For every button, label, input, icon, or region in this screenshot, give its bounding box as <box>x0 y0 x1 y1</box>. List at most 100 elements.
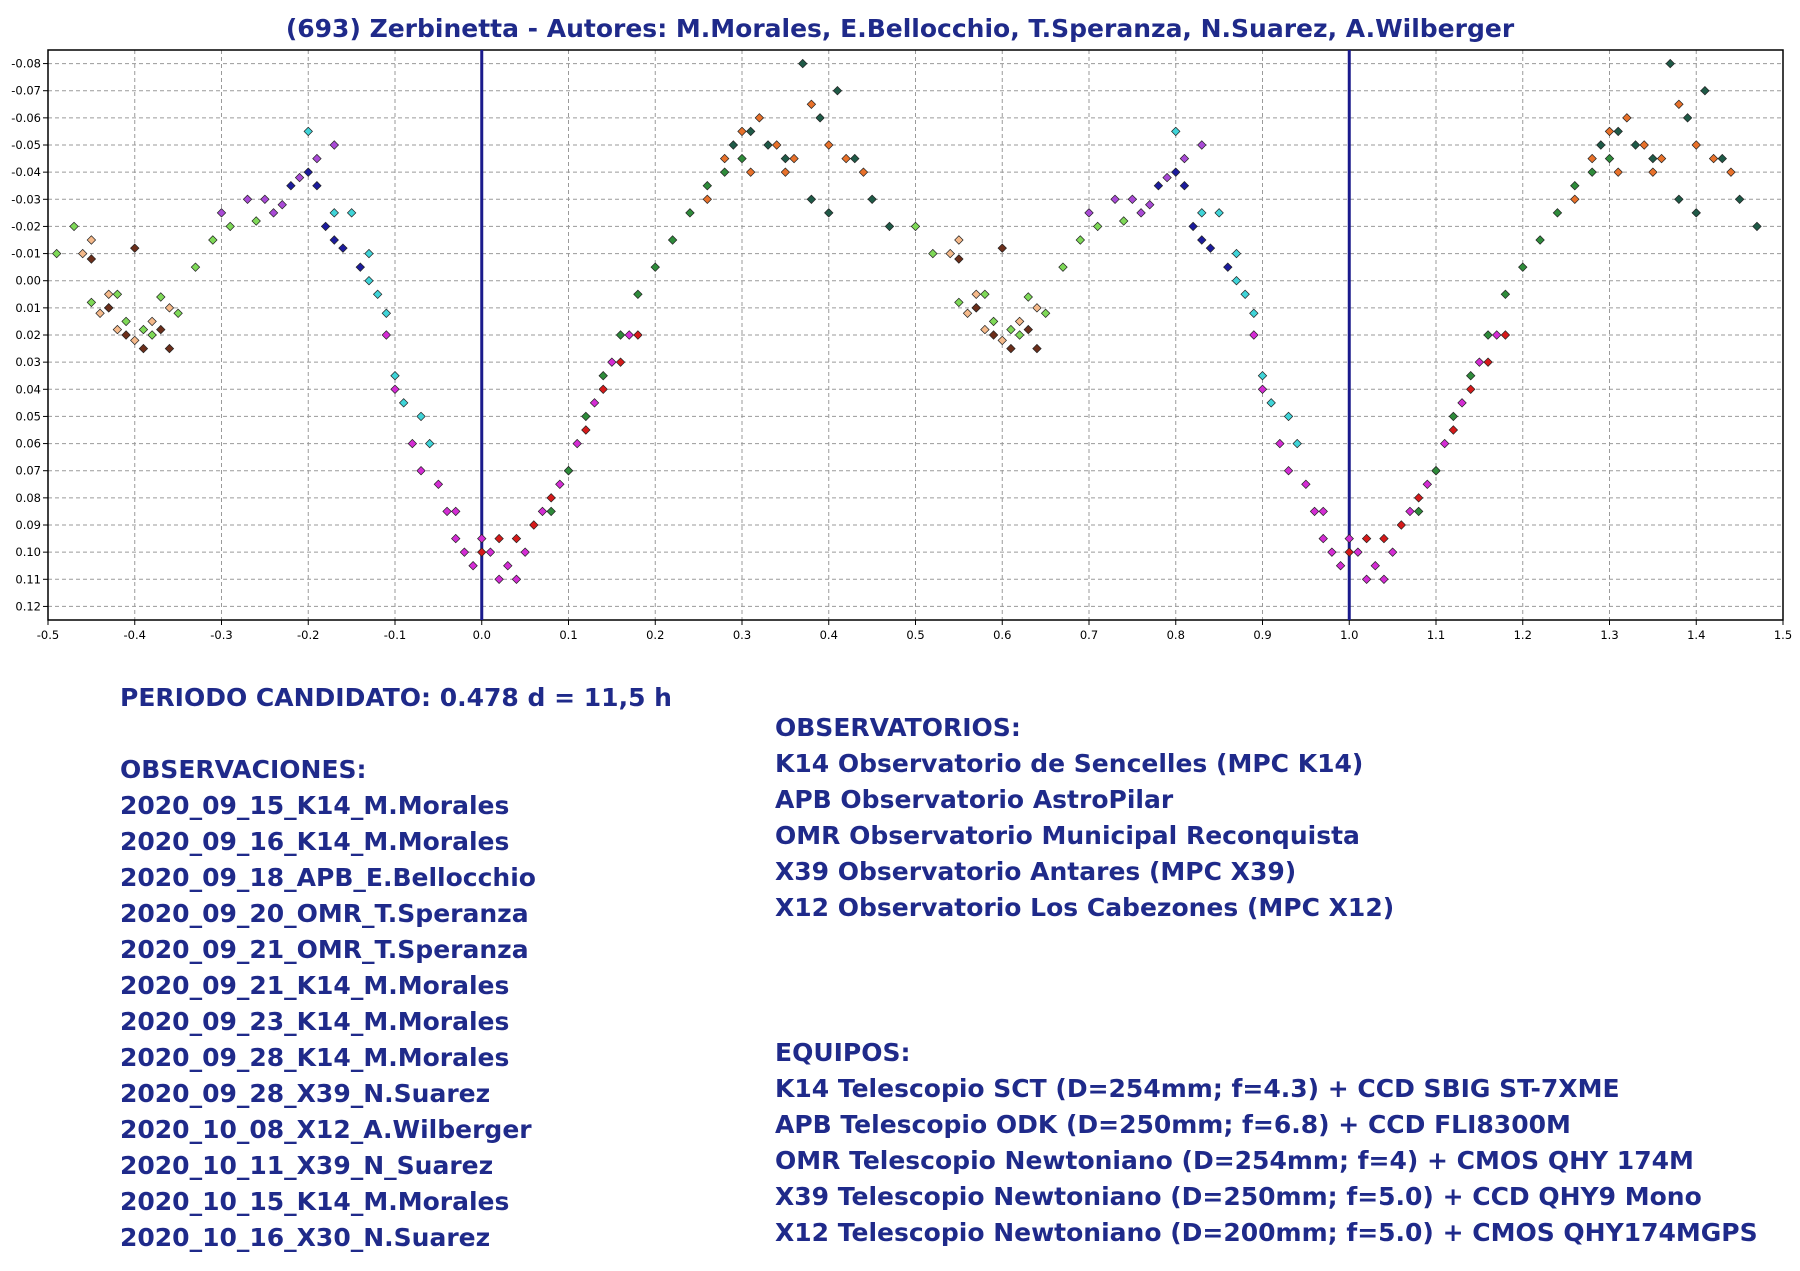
data-point <box>1691 140 1701 150</box>
data-point <box>1257 384 1268 394</box>
data-point <box>390 371 400 381</box>
observatories-heading: OBSERVATORIOS: <box>775 713 1021 742</box>
data-point <box>312 153 322 164</box>
data-point <box>780 167 791 177</box>
observation-item: 2020_09_28_K14_M.Morales <box>120 1043 510 1072</box>
data-point <box>355 262 365 272</box>
y-tick-label: -0.01 <box>11 247 41 261</box>
data-point <box>1188 221 1198 232</box>
data-point <box>1518 262 1528 272</box>
data-point <box>1570 181 1580 191</box>
data-point <box>1570 194 1580 204</box>
data-point <box>1032 303 1042 313</box>
data-point <box>1439 438 1450 449</box>
x-tick-label: -0.3 <box>210 628 232 642</box>
data-point <box>130 243 140 253</box>
data-point <box>572 438 582 449</box>
data-point <box>1223 262 1233 272</box>
data-point <box>1344 547 1354 557</box>
data-point <box>147 316 157 327</box>
data-point <box>242 194 253 204</box>
data-point <box>398 398 409 408</box>
data-point <box>633 330 643 340</box>
data-point <box>772 140 782 150</box>
equipment-item: APB Telescopio ODK (D=250mm; f=6.8) + CC… <box>775 1110 1571 1139</box>
data-point <box>511 574 522 584</box>
data-point <box>988 330 999 340</box>
data-point <box>147 330 157 340</box>
data-point <box>1752 221 1762 232</box>
data-point <box>312 181 322 191</box>
data-point <box>841 153 851 164</box>
data-point <box>1448 425 1459 435</box>
x-tick-label: 1.1 <box>1427 628 1445 642</box>
data-point <box>1040 308 1051 318</box>
data-point <box>1240 289 1250 299</box>
data-point <box>164 303 175 313</box>
data-point <box>268 208 279 218</box>
observation-item: 2020_09_15_K14_M.Morales <box>120 791 510 820</box>
data-point <box>1231 248 1242 259</box>
y-tick-label: -0.02 <box>11 219 41 233</box>
data-point <box>667 235 678 245</box>
equipment-item: X12 Telescopio Newtoniano (D=200mm; f=5.… <box>775 1218 1758 1247</box>
data-point <box>1708 153 1719 164</box>
data-point <box>858 167 869 177</box>
data-point <box>1197 208 1207 218</box>
data-point <box>1656 153 1667 164</box>
data-point <box>1500 289 1511 299</box>
data-point <box>503 561 513 571</box>
data-point <box>685 208 695 218</box>
data-point <box>1648 167 1658 177</box>
left-info-panel: PERIODO CANDIDATO: 0.478 d = 11,5 h OBSE… <box>120 680 672 1256</box>
data-point <box>1171 126 1181 137</box>
data-point <box>1734 194 1745 204</box>
data-point <box>112 289 123 299</box>
data-point <box>407 438 418 449</box>
data-point <box>789 153 799 164</box>
x-tick-label: 0.4 <box>820 628 838 642</box>
data-point <box>468 561 478 571</box>
x-tick-label: 0.0 <box>473 628 491 642</box>
data-point <box>390 384 400 394</box>
data-point <box>1387 547 1398 557</box>
data-point <box>477 547 487 557</box>
data-point <box>425 438 435 449</box>
y-tick-label: 0.02 <box>15 328 41 342</box>
observations-heading: OBSERVACIONES: <box>120 755 367 784</box>
data-point <box>1483 357 1493 367</box>
data-point <box>806 194 817 204</box>
observations-list: 2020_09_15_K14_M.Morales 2020_09_16_K14_… <box>120 788 672 1256</box>
data-point <box>1726 167 1736 177</box>
data-point <box>945 248 955 259</box>
data-point <box>1353 547 1363 557</box>
data-point <box>1127 194 1138 204</box>
period-text: PERIODO CANDIDATO: 0.478 d = 11,5 h <box>120 683 672 712</box>
data-point <box>477 533 487 544</box>
data-point <box>1639 140 1649 150</box>
observatory-item: X12 Observatorio Los Cabezones (MPC X12) <box>775 893 1395 922</box>
data-point <box>216 208 227 218</box>
data-point <box>1231 276 1242 286</box>
data-point <box>1006 343 1016 354</box>
data-point <box>850 153 860 164</box>
data-point <box>1014 316 1025 327</box>
data-point <box>329 140 339 150</box>
data-point <box>520 547 530 557</box>
data-point <box>1179 153 1190 164</box>
observation-item: 2020_09_23_K14_M.Morales <box>120 1007 510 1036</box>
data-point <box>1318 506 1328 517</box>
data-point <box>381 308 392 318</box>
data-point <box>719 153 730 164</box>
data-point <box>1092 221 1103 232</box>
data-point <box>1014 330 1025 340</box>
y-tick-label: -0.08 <box>11 57 41 71</box>
data-point <box>763 140 773 150</box>
data-point <box>1483 330 1493 340</box>
data-point <box>745 126 756 137</box>
data-point <box>1171 167 1181 177</box>
data-point <box>598 384 608 394</box>
data-point <box>1249 330 1259 340</box>
data-point <box>346 208 357 218</box>
data-point <box>1145 200 1155 210</box>
